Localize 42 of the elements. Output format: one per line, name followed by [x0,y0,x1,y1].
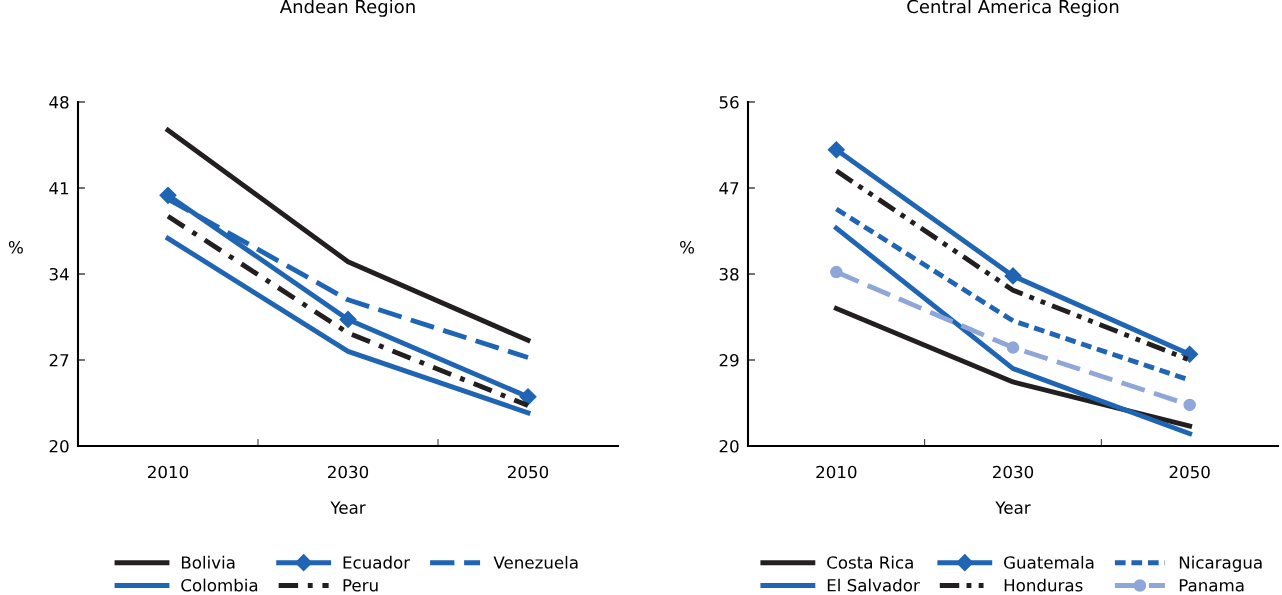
x-axis-title: Year [330,501,366,514]
legend-label: Bolivia [181,555,235,569]
y-tick-label: 27 [49,353,69,367]
legend-label: Honduras [1004,578,1083,592]
legend-label: Venezuela [493,555,578,569]
legend-label: Peru [343,579,378,592]
point [1004,267,1022,285]
y-axis-title: % [8,240,23,254]
point [339,310,357,329]
legend-label: Nicaragua [1179,555,1262,572]
y-tick-label: 47 [719,182,739,195]
legend-label: Panama [1179,579,1244,592]
point [1183,398,1196,412]
x-tick-label: 2030 [328,465,369,479]
legend-label: El Salvador [827,578,920,592]
x-tick-label: 2030 [993,465,1034,479]
x-tick-label: 2050 [508,465,549,479]
x-tick-label: 2010 [148,465,189,479]
point [159,186,177,204]
y-tick-label: 41 [49,182,69,195]
y-tick-label: 38 [719,267,739,281]
point [827,141,845,159]
y-tick-label: 20 [719,439,739,453]
chart-title: Central America Region [907,0,1119,17]
y-tick-label: 56 [719,95,739,109]
point [1006,341,1020,354]
x-tick-label: 2050 [1169,465,1210,479]
x-tick-label: 2010 [816,465,857,479]
legend-label: Colombia [181,578,258,592]
chart-title: Andean Region [279,0,415,17]
legend-label: Costa Rica [827,555,913,569]
y-tick-label: 48 [49,95,69,109]
x-axis-title: Year [995,501,1031,514]
point [830,265,843,279]
point [1181,345,1199,363]
y-tick-label: 34 [49,267,69,281]
y-tick-label: 20 [49,439,69,453]
legend-label: Ecuador [343,555,411,569]
y-tick-label: 29 [719,353,739,367]
legend-label: Guatemala [1004,555,1094,569]
y-axis-title: % [680,240,695,254]
point [519,388,537,406]
